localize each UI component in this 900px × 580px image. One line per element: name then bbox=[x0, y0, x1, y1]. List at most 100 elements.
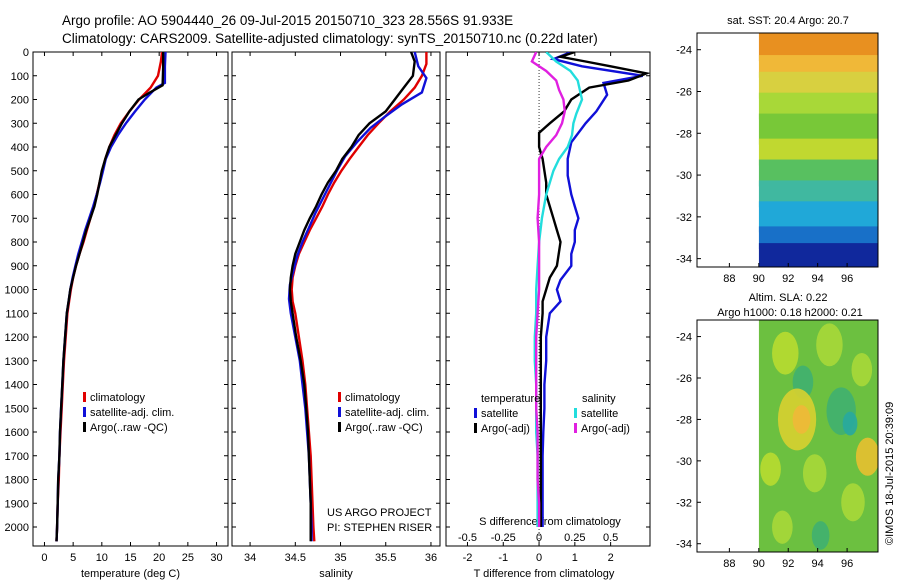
map-x-tick-label: 94 bbox=[812, 273, 824, 285]
temperature-x-tick-label: 10 bbox=[96, 552, 108, 564]
salinity-x-axis-label: salinity bbox=[319, 568, 353, 580]
sla-anomaly bbox=[841, 483, 865, 522]
map-x-tick-label: 90 bbox=[753, 558, 765, 570]
y-tick-label: 1200 bbox=[5, 332, 29, 344]
legend-title: salinity bbox=[582, 393, 616, 405]
legend-label: Argo(..raw -QC) bbox=[345, 422, 423, 434]
legend-swatch bbox=[338, 422, 341, 432]
y-tick-label: 1900 bbox=[5, 498, 29, 510]
copyright-stamp: ©IMOS 18-Jul-2015 20:39:09 bbox=[884, 402, 896, 545]
plot-area: 0100200300400500600700800900100011001200… bbox=[5, 15, 879, 580]
legend-label: satellite bbox=[481, 408, 518, 420]
sla-anomaly bbox=[855, 437, 878, 476]
legend-label: Argo(..raw -QC) bbox=[90, 422, 168, 434]
credit-line: US ARGO PROJECT bbox=[327, 507, 432, 519]
map-y-tick-label: -32 bbox=[676, 212, 692, 224]
y-tick-label: 300 bbox=[11, 118, 29, 130]
map-x-tick-label: 92 bbox=[782, 273, 794, 285]
sla-anomaly bbox=[792, 405, 811, 434]
legend-label: Argo(-adj) bbox=[581, 423, 630, 435]
temperature-legend: climatology satellite-adj. clim. Argo(..ra… bbox=[83, 392, 174, 434]
map-y-tick-label: -32 bbox=[676, 497, 692, 509]
y-tick-label: 0 bbox=[23, 47, 29, 59]
y-tick-label: 1000 bbox=[5, 285, 29, 297]
salinity-x-tick-label: 36 bbox=[425, 552, 437, 564]
map-x-tick-label: 88 bbox=[723, 273, 735, 285]
difference-x-tick-label: -2 bbox=[463, 552, 473, 564]
difference-x-tick-label: -1 bbox=[498, 552, 508, 564]
map-x-tick-label: 96 bbox=[841, 273, 853, 285]
map-x-tick-label: 90 bbox=[753, 273, 765, 285]
legend-swatch bbox=[474, 423, 477, 433]
legend-swatch bbox=[83, 422, 86, 432]
map-y-tick-label: -30 bbox=[676, 170, 692, 182]
temperature-x-tick-label: 30 bbox=[210, 552, 222, 564]
legend-swatch bbox=[474, 408, 477, 418]
map-y-tick-label: -24 bbox=[676, 332, 692, 344]
temperature-series-2 bbox=[55, 52, 165, 542]
panel-temperature: 0100200300400500600700800900100011001200… bbox=[5, 47, 229, 580]
panel-salinity: 34 34.5 35 35.5 36 salinity bbox=[231, 51, 441, 580]
y-tick-label: 400 bbox=[11, 142, 29, 154]
legend-swatch bbox=[574, 408, 577, 418]
sla-map-title: Altim. SLA: 0.22 bbox=[749, 292, 828, 304]
legend-label: climatology bbox=[345, 392, 401, 404]
map-y-tick-label: -24 bbox=[676, 45, 692, 57]
sla-anomaly bbox=[851, 353, 873, 387]
difference-series-0 bbox=[541, 52, 644, 527]
s-tick-label: -0.25 bbox=[491, 532, 516, 544]
temperature-x-axis-label: temperature (deg C) bbox=[81, 568, 180, 580]
legend-swatch bbox=[83, 407, 86, 417]
map-y-tick-label: -34 bbox=[676, 254, 692, 266]
y-tick-label: 1800 bbox=[5, 475, 29, 487]
y-tick-label: 2000 bbox=[5, 522, 29, 534]
sst_map-frame bbox=[696, 32, 879, 268]
temperature-x-tick-label: 20 bbox=[153, 552, 165, 564]
legend-swatch bbox=[83, 392, 86, 402]
salinity-frame bbox=[231, 51, 441, 547]
difference-x-tick-label: 0 bbox=[536, 552, 542, 564]
panel-difference: -2 -1 0 1 2 T difference from climatology -0.5… bbox=[445, 51, 651, 580]
legend-swatch bbox=[338, 407, 341, 417]
legend-label: satellite bbox=[581, 408, 618, 420]
panel-sla_map: -24 -26 -28 -30 -32 -34 88 90 92 94 96 bbox=[676, 319, 879, 570]
map-x-tick-label: 92 bbox=[782, 558, 794, 570]
map-x-tick-label: 96 bbox=[841, 558, 853, 570]
y-tick-label: 1400 bbox=[5, 380, 29, 392]
legend-title: temperature bbox=[481, 393, 540, 405]
y-tick-label: 600 bbox=[11, 190, 29, 202]
credit-line: PI: STEPHEN RISER bbox=[327, 522, 432, 534]
y-tick-label: 800 bbox=[11, 237, 29, 249]
sst-map-title: sat. SST: 20.4 Argo: 20.7 bbox=[727, 15, 849, 27]
sla-anomaly bbox=[842, 411, 858, 436]
y-tick-label: 500 bbox=[11, 166, 29, 178]
y-tick-label: 1100 bbox=[5, 308, 29, 320]
legend-label: satellite-adj. clim. bbox=[90, 407, 174, 419]
s-axis-label: S difference from climatology bbox=[479, 516, 621, 528]
legend-label: climatology bbox=[90, 392, 146, 404]
map-y-tick-label: -28 bbox=[676, 414, 692, 426]
map-y-tick-label: -26 bbox=[676, 373, 692, 385]
temperature-x-tick-label: 5 bbox=[70, 552, 76, 564]
sla-anomaly bbox=[816, 323, 843, 367]
sla-anomaly bbox=[760, 452, 781, 486]
sst-band bbox=[758, 243, 878, 267]
map-y-tick-label: -34 bbox=[676, 539, 692, 551]
salinity-series-2 bbox=[288, 52, 416, 542]
map-y-tick-label: -26 bbox=[676, 87, 692, 99]
header-line-1: Argo profile: AO 5904440_26 09-Jul-2015 … bbox=[62, 13, 513, 28]
y-tick-label: 700 bbox=[11, 213, 29, 225]
map-y-tick-label: -30 bbox=[676, 456, 692, 468]
difference-frame bbox=[445, 51, 651, 547]
panel-sst_map: -24 -26 -28 -30 -32 -34 88 90 92 94 96 bbox=[676, 32, 879, 285]
sla-anomaly bbox=[772, 510, 793, 544]
sla-anomaly bbox=[811, 521, 830, 550]
map-x-tick-label: 94 bbox=[812, 558, 824, 570]
header-line-2: Climatology: CARS2009. Satellite-adjuste… bbox=[62, 31, 598, 46]
legend-label: Argo(-adj) bbox=[481, 423, 530, 435]
s-tick-label: 0.5 bbox=[603, 532, 618, 544]
y-tick-label: 1500 bbox=[5, 403, 29, 415]
temperature-frame bbox=[32, 51, 229, 547]
